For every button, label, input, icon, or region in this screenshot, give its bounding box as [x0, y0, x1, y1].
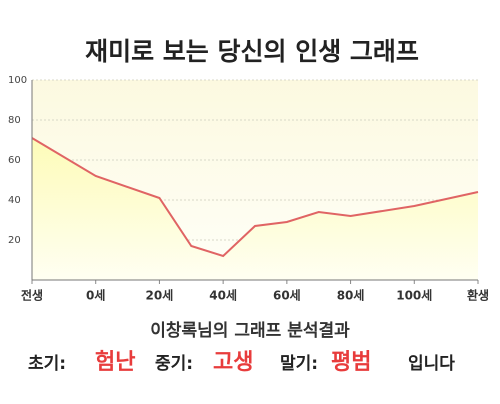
y-tick-label: 20 [8, 235, 21, 246]
area [32, 138, 478, 280]
analysis-title: 이창록님의 그래프 분석결과 [150, 321, 350, 341]
y-tick-label: 100 [8, 75, 27, 86]
y-tick-label: 40 [8, 195, 21, 206]
result-value: 평범 [331, 350, 371, 375]
y-tick-label: 60 [8, 155, 21, 166]
result-label: 초기: [28, 354, 66, 374]
x-tick-label: 전생 [21, 288, 43, 303]
x-tick-label: 60세 [273, 288, 301, 303]
result-ending: 입니다 [408, 354, 455, 374]
result-value: 고생 [213, 350, 253, 375]
result-label: 중기: [155, 354, 193, 374]
result-label: 말기: [280, 353, 318, 374]
x-tick-label: 0세 [86, 288, 105, 303]
x-tick-label: 80세 [337, 288, 365, 303]
x-tick-label: 환생 [467, 288, 489, 303]
x-tick-label: 20세 [146, 288, 174, 303]
analysis-result: 초기: 험난 중기: 고생 말기: 평범 입니다 [28, 349, 455, 375]
y-tick-label: 80 [8, 115, 21, 126]
x-tick-label: 100세 [396, 288, 432, 303]
x-tick-label: 40세 [209, 288, 237, 303]
chart-title: 재미로 보는 당신의 인생 그래프 [85, 37, 419, 66]
line [31, 137, 479, 258]
result-value: 험난 [95, 349, 135, 375]
